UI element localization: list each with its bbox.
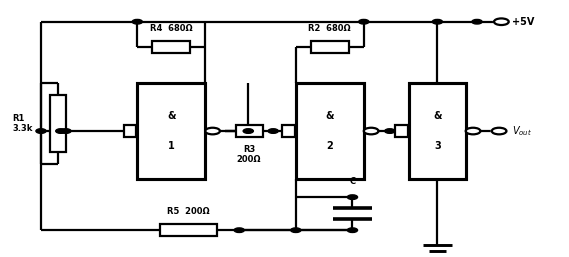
Text: R5  200Ω: R5 200Ω (167, 207, 209, 216)
Bar (282, 125, 295, 137)
Bar (50, 95, 66, 152)
Text: R4  680Ω: R4 680Ω (150, 24, 192, 33)
Bar (236, 125, 262, 137)
Circle shape (494, 19, 509, 25)
Text: R3
200Ω: R3 200Ω (237, 145, 261, 164)
Bar (296, 83, 364, 179)
Bar (311, 41, 349, 53)
Circle shape (347, 228, 357, 233)
Text: &: & (433, 111, 442, 121)
Text: &: & (325, 111, 334, 121)
Circle shape (234, 228, 244, 233)
Circle shape (61, 129, 71, 133)
Text: R1
3.3k: R1 3.3k (12, 114, 32, 133)
Bar (123, 125, 136, 137)
Circle shape (36, 129, 46, 133)
Text: 1: 1 (168, 141, 175, 151)
Text: C: C (349, 177, 356, 186)
Circle shape (347, 195, 357, 199)
Bar (137, 83, 205, 179)
Circle shape (243, 129, 253, 133)
Circle shape (358, 20, 369, 24)
Text: $V_{out}$: $V_{out}$ (512, 124, 532, 138)
Bar (395, 125, 408, 137)
Bar (409, 83, 465, 179)
Circle shape (268, 129, 278, 133)
Text: R2  680Ω: R2 680Ω (308, 24, 351, 33)
Text: +5V: +5V (512, 17, 534, 27)
Circle shape (364, 128, 378, 134)
Text: 2: 2 (327, 141, 333, 151)
Bar (160, 224, 217, 236)
Circle shape (385, 129, 395, 133)
Circle shape (132, 20, 142, 24)
Bar (152, 41, 190, 53)
Circle shape (205, 128, 220, 134)
Text: 3: 3 (434, 141, 441, 151)
Circle shape (432, 20, 443, 24)
Circle shape (465, 128, 480, 134)
Circle shape (472, 20, 482, 24)
Circle shape (56, 129, 66, 133)
Circle shape (291, 228, 301, 233)
Text: &: & (167, 111, 175, 121)
Circle shape (492, 128, 506, 134)
